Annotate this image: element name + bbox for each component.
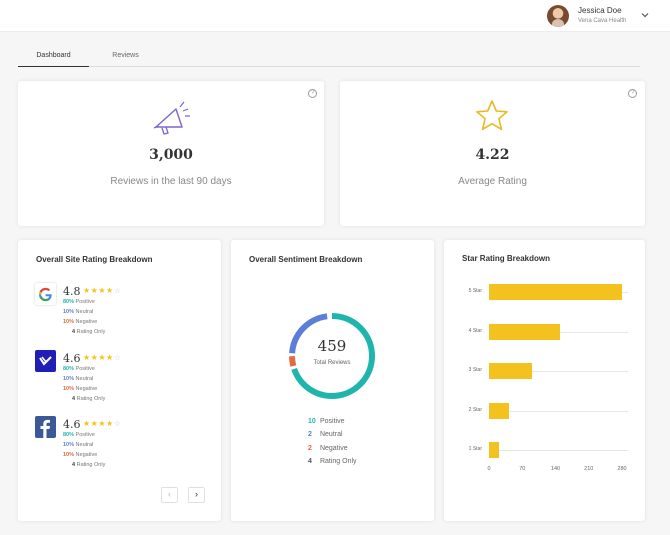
bar-5-star[interactable] [489, 284, 622, 300]
neutral-stat: 10% Neutral [63, 442, 94, 448]
help-icon[interactable]: ? [308, 89, 317, 98]
x-axis-tick-label: 210 [584, 466, 594, 472]
tab-bar: Dashboard Reviews [18, 46, 640, 67]
negative-stat: 10% Negative [63, 452, 98, 458]
star-rating: ★★★★☆ [83, 353, 121, 362]
healthgrades-icon [35, 350, 56, 372]
star-icon: ☆ [113, 353, 122, 362]
reviews-summary-card: ? 3,000 Reviews in the last 90 days [18, 81, 324, 226]
top-bar [0, 0, 670, 32]
user-organization: Vena Cava Health [578, 18, 627, 24]
total-reviews-value: 459 [317, 337, 347, 355]
bar-category-label: 4 Star [468, 327, 482, 334]
site-row-healthgrades: 4.6 ★★★★☆ 80% Positive 10% Neutral 10% N… [35, 350, 215, 410]
star-icon: ★ [83, 353, 91, 362]
bar-2-star[interactable] [489, 402, 509, 419]
average-rating-label: Average Rating [458, 176, 527, 187]
x-axis-tick-label: 0 [487, 466, 491, 472]
bar-category-label: 2 Star [468, 406, 482, 413]
star-icon: ☆ [113, 286, 122, 295]
sentiment-donut-chart [289, 313, 375, 399]
reviews-count: 3,000 [149, 147, 193, 163]
gridline [489, 450, 628, 451]
bar-category-label: 3 Star [468, 367, 482, 373]
star-rating: ★★★★☆ [83, 286, 121, 295]
card-title: Overall Sentiment Breakdown [249, 255, 363, 264]
star-icon: ★ [83, 419, 91, 428]
tab-dashboard[interactable]: Dashboard [18, 46, 89, 67]
site-score: 4.6 [63, 352, 81, 365]
chevron-down-icon[interactable] [640, 10, 650, 20]
google-icon [35, 283, 56, 305]
neutral-stat: 10% Neutral [63, 376, 94, 382]
x-axis-tick-label: 280 [617, 466, 627, 472]
card-title: Star Rating Breakdown [462, 254, 551, 263]
positive-stat: 80% Positive [63, 432, 95, 438]
site-score: 4.8 [63, 285, 81, 298]
bar-category-label: 5 Star [468, 288, 482, 294]
star-rating: ★★★★☆ [83, 419, 121, 428]
legend-rating-only: 4 Rating Only [308, 458, 357, 465]
star-icon: ★ [98, 286, 107, 295]
star-rating-breakdown-card: Star Rating Breakdown [444, 240, 645, 521]
total-reviews-label: Total Reviews [313, 360, 351, 366]
site-row-google: 4.8 ★★★★☆ 80% Positive 10% Neutral 10% N… [35, 283, 215, 343]
megaphone-icon [153, 101, 190, 135]
legend-positive: 10 Positive [308, 418, 345, 425]
x-axis-tick-label: 70 [519, 466, 526, 472]
bar-4-star[interactable] [489, 323, 561, 340]
donut-segment-positive [289, 313, 375, 399]
star-icon: ★ [98, 353, 107, 362]
star-icon: ★ [90, 419, 99, 428]
pager-next-button[interactable]: › [188, 487, 205, 503]
legend-negative: 2 Negative [308, 445, 348, 452]
rating-only-stat: 4 Rating Only [72, 329, 106, 335]
average-rating-value: 4.22 [475, 147, 510, 163]
rating-only-stat: 4 Rating Only [72, 396, 106, 402]
negative-stat: 10% Negative [63, 319, 98, 325]
star-icon: ☆ [113, 419, 122, 428]
x-axis-tick-label: 140 [550, 466, 561, 472]
avatar[interactable] [547, 5, 569, 27]
positive-stat: 80% Positive [63, 299, 95, 305]
star-icon: ★ [90, 353, 99, 362]
bar-3-star[interactable] [489, 363, 532, 379]
gridline [489, 371, 628, 372]
bar-1-star[interactable] [489, 442, 499, 458]
pager-prev-button[interactable]: ‹ [161, 487, 178, 503]
star-icon: ★ [83, 286, 91, 295]
star-icon: ★ [106, 286, 114, 295]
user-name[interactable]: Jessica Doe [578, 6, 622, 15]
rating-only-stat: 4 Rating Only [72, 462, 106, 468]
positive-stat: 80% Positive [63, 366, 95, 372]
bar-category-label: 1 Star [468, 446, 482, 452]
average-rating-card: ? 4.22 Average Rating [340, 81, 645, 226]
site-score: 4.6 [63, 418, 81, 431]
legend-neutral: 2 Neutral [308, 431, 343, 438]
sentiment-breakdown-card: Overall Sentiment Breakdown [231, 240, 434, 521]
negative-stat: 10% Negative [63, 386, 98, 392]
star-icon [476, 100, 508, 131]
gridline [489, 410, 628, 412]
site-row-facebook: 4.6 ★★★★☆ 80% Positive 10% Neutral 10% N… [35, 416, 215, 476]
star-icon: ★ [106, 353, 114, 362]
star-icon: ★ [106, 419, 114, 428]
reviews-count-label: Reviews in the last 90 days [110, 176, 232, 187]
help-icon[interactable]: ? [628, 89, 637, 98]
star-icon: ★ [90, 286, 99, 295]
tab-reviews[interactable]: Reviews [112, 52, 139, 59]
neutral-stat: 10% Neutral [63, 309, 94, 315]
facebook-icon [35, 416, 56, 438]
card-title: Overall Site Rating Breakdown [36, 255, 153, 264]
star-icon: ★ [98, 419, 107, 428]
